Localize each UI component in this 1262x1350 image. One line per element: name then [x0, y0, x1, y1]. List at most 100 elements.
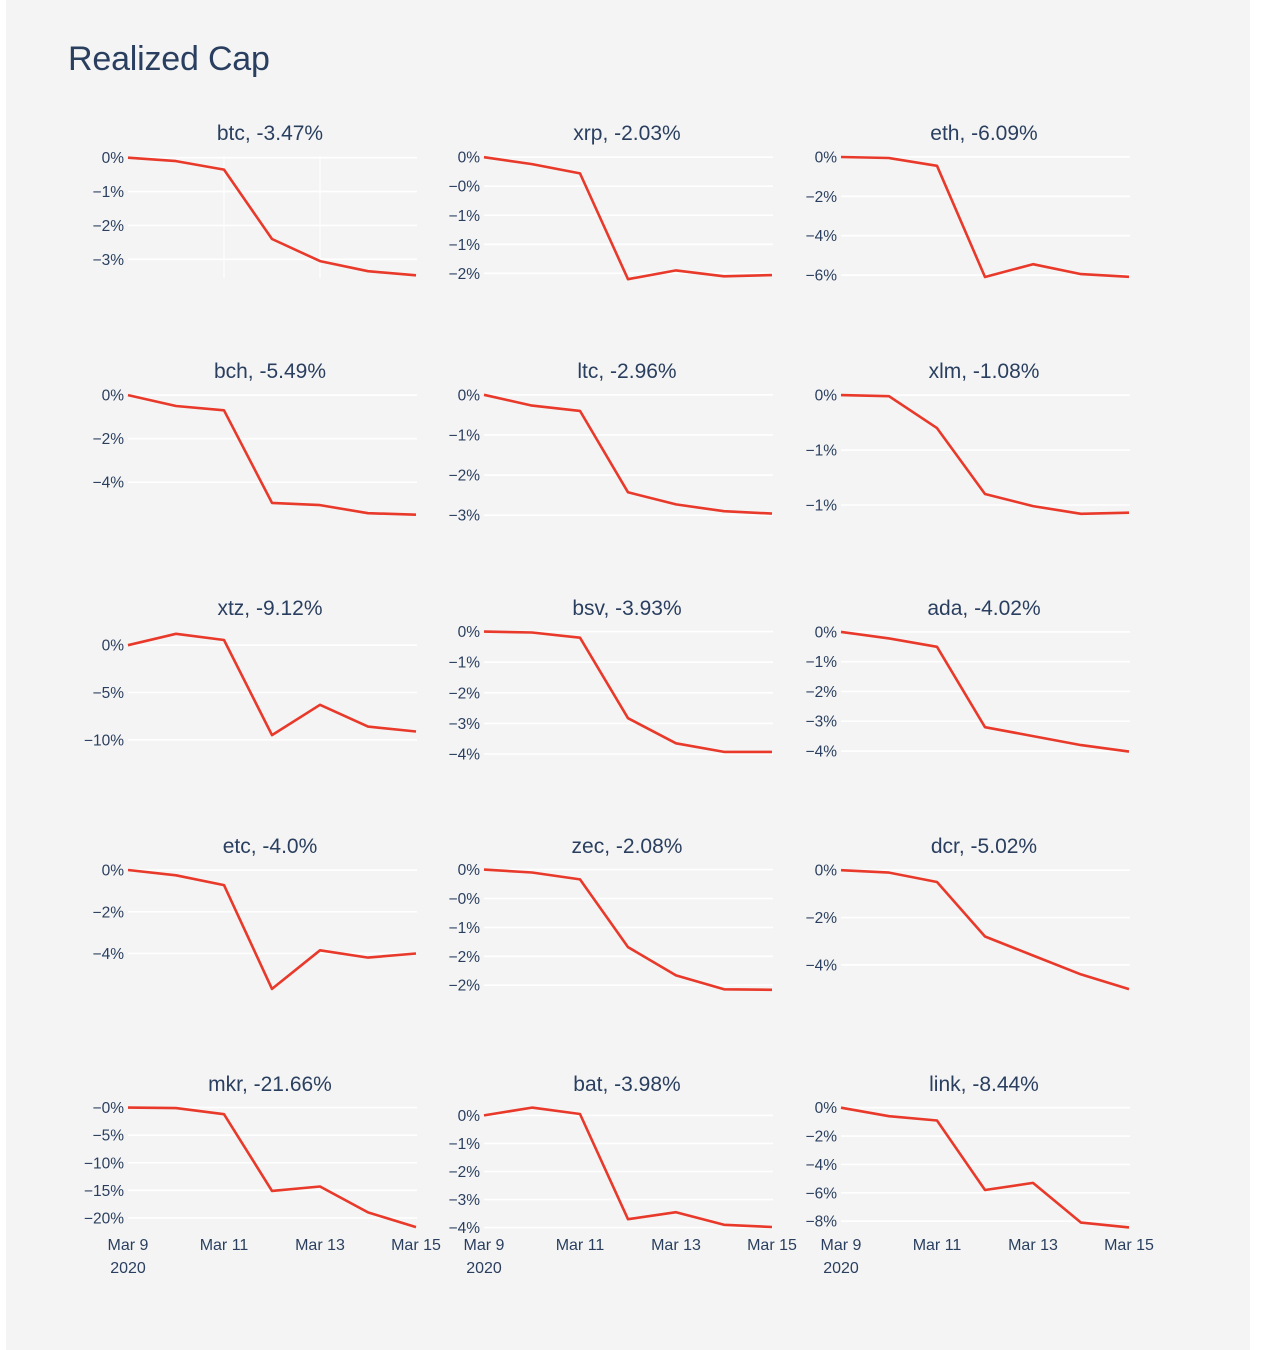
series-line-xrp — [483, 155, 773, 281]
series-line-ltc — [483, 393, 773, 515]
y-tick-label: −1% — [449, 208, 481, 225]
y-tick-label: −3% — [449, 508, 481, 525]
y-tick-label: −0% — [449, 179, 481, 196]
y-tick-label: −4% — [449, 1220, 481, 1237]
x-tick-label: Mar 11 — [913, 1237, 962, 1254]
subplot-title: xrp, -2.03% — [573, 122, 680, 145]
series-line-xlm — [840, 393, 1130, 516]
subplot-title: mkr, -21.66% — [208, 1073, 332, 1096]
x-tick-year: 2020 — [466, 1260, 502, 1277]
x-tick-label: Mar 9 — [821, 1237, 862, 1254]
y-tick-label: −3% — [449, 1192, 481, 1209]
y-tick-label: 0% — [458, 862, 481, 879]
y-tick-label: −6% — [806, 1185, 838, 1202]
x-tick-label: Mar 15 — [1104, 1237, 1154, 1254]
subplot-title: ltc, -2.96% — [577, 360, 676, 383]
y-tick-label: −4% — [806, 744, 838, 761]
y-tick-label: −3% — [93, 252, 125, 269]
y-tick-label: −2% — [93, 431, 125, 448]
x-tick-label: Mar 13 — [651, 1237, 701, 1254]
subplot-title: link, -8.44% — [929, 1073, 1039, 1096]
y-tick-label: −15% — [84, 1183, 124, 1200]
y-tick-label: −2% — [93, 904, 125, 921]
subplot-title: bsv, -3.93% — [572, 597, 681, 620]
y-tick-label: −2% — [449, 266, 481, 283]
series-line-mkr — [127, 1106, 417, 1229]
y-tick-label: −10% — [84, 732, 124, 749]
y-tick-label: 0% — [815, 863, 838, 880]
x-tick-label: Mar 13 — [1008, 1237, 1058, 1254]
y-tick-label: 0% — [458, 150, 481, 167]
y-tick-label: 0% — [815, 1100, 838, 1117]
y-tick-label: −4% — [93, 946, 125, 963]
x-tick-label: Mar 13 — [295, 1237, 345, 1254]
y-tick-label: 0% — [458, 624, 481, 641]
y-tick-label: −2% — [93, 218, 125, 235]
series-line-btc — [127, 156, 417, 277]
y-tick-label: −2% — [449, 468, 481, 485]
y-tick-label: −10% — [84, 1155, 124, 1172]
x-tick-year: 2020 — [110, 1260, 146, 1277]
y-tick-label: 0% — [102, 150, 125, 167]
y-tick-label: 0% — [102, 863, 125, 880]
y-tick-label: −1% — [449, 237, 481, 254]
y-tick-label: 0% — [815, 388, 838, 405]
y-tick-label: −1% — [449, 920, 481, 937]
subplot-title: dcr, -5.02% — [931, 835, 1037, 858]
y-tick-label: −4% — [449, 747, 481, 764]
y-tick-label: −1% — [806, 443, 838, 460]
x-tick-label: Mar 9 — [108, 1237, 149, 1254]
y-tick-label: −4% — [93, 475, 125, 492]
y-tick-label: 0% — [815, 624, 838, 641]
y-tick-label: −3% — [449, 716, 481, 733]
page-title: Realized Cap — [68, 40, 270, 78]
series-line-bat — [483, 1106, 773, 1229]
y-tick-label: −2% — [449, 1164, 481, 1181]
y-tick-label: −5% — [93, 1128, 125, 1145]
y-tick-label: −6% — [806, 268, 838, 285]
y-tick-label: −20% — [84, 1210, 124, 1227]
x-tick-label: Mar 15 — [391, 1237, 441, 1254]
y-tick-label: −1% — [93, 184, 125, 201]
series-line-eth — [840, 155, 1130, 279]
subplot-title: eth, -6.09% — [930, 122, 1037, 145]
y-tick-label: −1% — [806, 654, 838, 671]
y-tick-label: −1% — [806, 498, 838, 515]
series-line-link — [840, 1106, 1130, 1229]
subplot-title: zec, -2.08% — [572, 835, 683, 858]
series-line-dcr — [840, 868, 1130, 991]
series-line-bch — [127, 393, 417, 516]
x-tick-label: Mar 11 — [200, 1237, 249, 1254]
y-tick-label: −4% — [806, 1157, 838, 1174]
y-tick-label: −2% — [806, 1129, 838, 1146]
x-tick-label: Mar 15 — [747, 1237, 797, 1254]
x-tick-label: Mar 11 — [556, 1237, 605, 1254]
series-line-zec — [483, 868, 773, 992]
series-line-xtz — [127, 632, 417, 737]
subplot-title: bch, -5.49% — [214, 360, 326, 383]
y-tick-label: −8% — [806, 1214, 838, 1231]
x-tick-year: 2020 — [823, 1260, 859, 1277]
y-tick-label: −3% — [806, 714, 838, 731]
y-tick-label: 0% — [102, 388, 125, 405]
y-tick-label: 0% — [458, 1108, 481, 1125]
subplot-title: ada, -4.02% — [927, 597, 1040, 620]
y-tick-label: −2% — [449, 978, 481, 995]
y-tick-label: −2% — [806, 189, 838, 206]
y-tick-label: −2% — [449, 685, 481, 702]
subplot-title: etc, -4.0% — [223, 835, 318, 858]
y-tick-label: −4% — [806, 957, 838, 974]
y-tick-label: −1% — [449, 1136, 481, 1153]
series-line-etc — [127, 868, 417, 991]
y-tick-label: 0% — [102, 638, 125, 655]
y-tick-label: −2% — [806, 684, 838, 701]
y-tick-label: 0% — [815, 149, 838, 166]
subplot-title: bat, -3.98% — [573, 1073, 680, 1096]
x-tick-label: Mar 9 — [464, 1237, 505, 1254]
subplot-title: xtz, -9.12% — [217, 597, 322, 620]
y-tick-label: −2% — [806, 910, 838, 927]
y-tick-label: 0% — [458, 387, 481, 404]
y-tick-label: −2% — [449, 949, 481, 966]
series-line-bsv — [483, 630, 772, 754]
